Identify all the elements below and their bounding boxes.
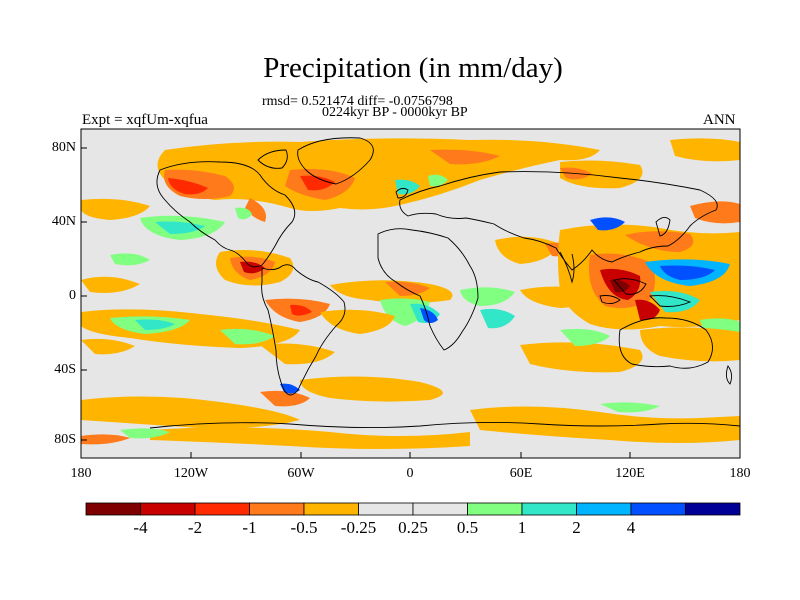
- colorbar-box: [249, 502, 305, 516]
- lon-label-60w: 60W: [287, 466, 315, 481]
- coastlines: [149, 137, 740, 429]
- colorbar-box: [194, 502, 250, 516]
- lon-label-120e: 120E: [615, 466, 645, 481]
- colorbar-label: -0.5: [290, 518, 318, 537]
- map-title: Precipitation (in mm/day): [263, 52, 563, 84]
- lon-label-60e: 60E: [509, 466, 533, 481]
- colorbar-label: 0.25: [398, 518, 428, 537]
- colorbar-box: [85, 502, 141, 516]
- colorbar-label: 1: [517, 518, 527, 537]
- lat-label-80n: 80N: [51, 140, 76, 155]
- colorbar-box: [685, 502, 741, 516]
- colorbar-box: [467, 502, 523, 516]
- lat-label-0: 0: [69, 288, 76, 303]
- lat-label-40n: 40N: [51, 214, 76, 229]
- experiment-label: Expt = xqfUm-xqfua: [82, 112, 208, 128]
- lat-label-80s: 80S: [54, 432, 76, 447]
- stats-text: rmsd= 0.521474 diff= -0.0756798: [262, 94, 453, 109]
- colorbar-box: [630, 502, 686, 516]
- colorbar-box: [140, 502, 196, 516]
- colorbar-label: -4: [133, 518, 148, 537]
- lon-label-180w: 180: [70, 466, 92, 481]
- colorbar-box: [576, 502, 632, 516]
- colorbar-label: 0.5: [456, 518, 479, 537]
- lon-label-180e: 180: [729, 466, 751, 481]
- colorbar-label: -0.25: [340, 518, 377, 537]
- precip-anomaly-field: [81, 138, 740, 449]
- lon-label-0: 0: [406, 466, 414, 481]
- period-text: 0224kyr BP - 0000kyr BP: [322, 105, 468, 120]
- colorbar-label: 4: [626, 518, 636, 537]
- colorbar-label: 2: [572, 518, 581, 537]
- lon-label-120w: 120W: [173, 466, 209, 481]
- colorbar: [85, 502, 741, 516]
- colorbar-box: [521, 502, 577, 516]
- lat-label-40s: 40S: [54, 362, 76, 377]
- season-label: ANN: [703, 112, 736, 128]
- colorbar-label: -1: [242, 518, 257, 537]
- colorbar-box: [358, 502, 414, 516]
- colorbar-label: -2: [187, 518, 203, 537]
- colorbar-box: [412, 502, 468, 516]
- colorbar-box: [303, 502, 359, 516]
- axis-ticks: [81, 147, 631, 458]
